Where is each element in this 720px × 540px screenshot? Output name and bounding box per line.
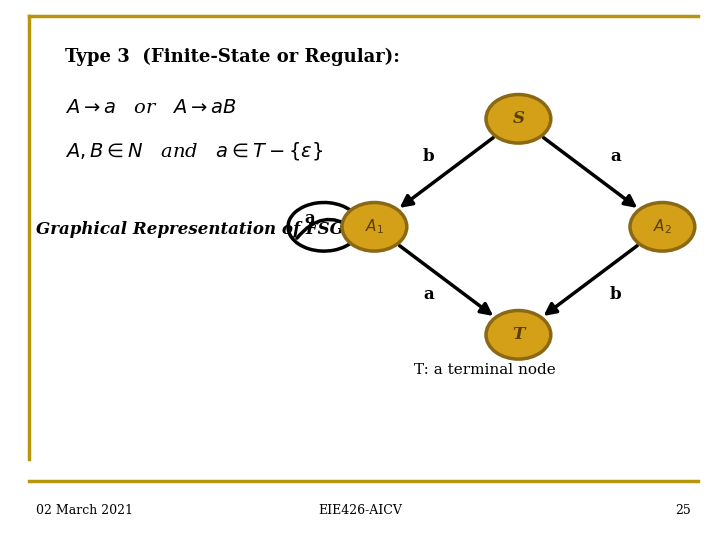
- Text: a: a: [611, 148, 621, 165]
- Text: $A, B \in N$   and   $a \in T - \{\varepsilon\}$: $A, B \in N$ and $a \in T - \{\varepsilo…: [65, 140, 323, 162]
- Circle shape: [630, 202, 695, 251]
- Text: $A \rightarrow a$   or   $A \rightarrow aB$: $A \rightarrow a$ or $A \rightarrow aB$: [65, 99, 237, 117]
- Text: b: b: [610, 286, 621, 303]
- Text: b: b: [423, 148, 434, 165]
- Circle shape: [486, 94, 551, 143]
- Text: 25: 25: [675, 504, 691, 517]
- Text: Graphical Representation of FSGs:: Graphical Representation of FSGs:: [36, 221, 359, 238]
- Text: a: a: [305, 210, 315, 227]
- Text: S: S: [513, 110, 524, 127]
- Text: $A_1$: $A_1$: [365, 218, 384, 236]
- Text: EIE426-AICV: EIE426-AICV: [318, 504, 402, 517]
- Text: Type 3  (Finite-State or Regular):: Type 3 (Finite-State or Regular):: [65, 48, 400, 66]
- Text: 02 March 2021: 02 March 2021: [36, 504, 133, 517]
- Circle shape: [486, 310, 551, 359]
- Text: T: T: [512, 326, 525, 343]
- Text: a: a: [423, 286, 433, 303]
- Text: $A_2$: $A_2$: [653, 218, 672, 236]
- Text: T: a terminal node: T: a terminal node: [414, 363, 556, 377]
- Circle shape: [342, 202, 407, 251]
